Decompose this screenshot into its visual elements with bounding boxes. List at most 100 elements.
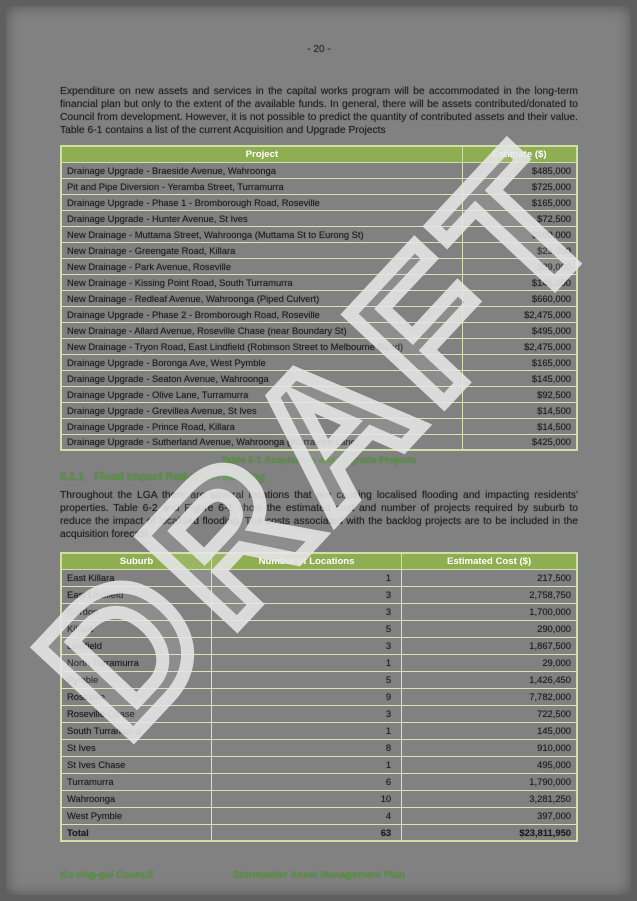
table-row: Roseville 9 7,782,000 bbox=[60, 687, 578, 706]
table-row: Drainage Upgrade - Prince Road, Killara $… bbox=[60, 417, 578, 435]
total-locations-cell: 63 bbox=[210, 823, 403, 842]
project-cell: Drainage Upgrade - Phase 2 - Bromborough… bbox=[60, 305, 463, 323]
table-row: New Drainage - Allard Avenue, Roseville … bbox=[60, 321, 578, 339]
locations-cell: 1 bbox=[210, 568, 403, 587]
suburb-cell: West Pymble bbox=[60, 806, 212, 825]
estimate-cell: $660,000 bbox=[461, 289, 578, 307]
project-cell: Drainage Upgrade - Braeside Avenue, Wahr… bbox=[60, 161, 463, 179]
estimate-cell: $495,000 bbox=[461, 321, 578, 339]
locations-cell: 3 bbox=[210, 585, 403, 604]
suburb-cell: Roseville bbox=[60, 687, 212, 706]
column-header-locations: Number of Locations bbox=[210, 552, 403, 570]
estimate-cell: $14,500 bbox=[461, 417, 578, 435]
locations-cell: 9 bbox=[210, 687, 403, 706]
backlog-by-suburb-table: Suburb Number of Locations Estimated Cos… bbox=[60, 552, 578, 842]
suburb-cell: Roseville Chase bbox=[60, 704, 212, 723]
suburb-cell: South Turramurra bbox=[60, 721, 212, 740]
estimate-cell: $23,000 bbox=[461, 241, 578, 259]
table-row: Lindfield 3 1,867,500 bbox=[60, 636, 578, 655]
table-row: Drainage Upgrade - Phase 1 - Bromborough… bbox=[60, 193, 578, 211]
project-cell: New Drainage - Redleaf Avenue, Wahroonga… bbox=[60, 289, 463, 307]
table-row: Drainage Upgrade - Seaton Avenue, Wahroo… bbox=[60, 369, 578, 387]
page-number: - 20 - bbox=[307, 44, 331, 55]
locations-cell: 5 bbox=[210, 670, 403, 689]
estimate-cell: $92,500 bbox=[461, 385, 578, 403]
total-cost-cell: $23,811,950 bbox=[401, 823, 578, 842]
table-row: West Pymble 4 397,000 bbox=[60, 806, 578, 825]
column-header-project: Project bbox=[60, 145, 463, 163]
suburb-cell: East Killara bbox=[60, 568, 212, 587]
project-cell: New Drainage - Tryon Road, East Lindfiel… bbox=[60, 337, 463, 355]
estimate-cell: $165,000 bbox=[461, 193, 578, 211]
cost-cell: 290,000 bbox=[401, 619, 578, 638]
project-cell: Drainage Upgrade - Sutherland Avenue, Wa… bbox=[60, 433, 463, 451]
table-row: Drainage Upgrade - Hunter Avenue, St Ive… bbox=[60, 209, 578, 227]
table-row: Drainage Upgrade - Boronga Ave, West Pym… bbox=[60, 353, 578, 371]
section-title: Flood Impact Reduction Backlog bbox=[94, 471, 266, 483]
table-header-row: Suburb Number of Locations Estimated Cos… bbox=[60, 552, 578, 570]
suburb-cell: Killara bbox=[60, 619, 212, 638]
cost-cell: 145,000 bbox=[401, 721, 578, 740]
cost-cell: 2,758,750 bbox=[401, 585, 578, 604]
suburb-cell: Pymble bbox=[60, 670, 212, 689]
section-heading: 6.1.1 Flood Impact Reduction Backlog bbox=[60, 471, 578, 483]
suburb-cell: Gordon bbox=[60, 602, 212, 621]
table-row: Wahroonga 10 3,281,250 bbox=[60, 789, 578, 808]
table-row: St Ives 8 910,000 bbox=[60, 738, 578, 757]
estimate-cell: $2,475,000 bbox=[461, 305, 578, 323]
estimate-cell: $145,000 bbox=[461, 369, 578, 387]
locations-cell: 4 bbox=[210, 806, 403, 825]
table-row: Killara 5 290,000 bbox=[60, 619, 578, 638]
estimate-cell: $425,000 bbox=[461, 433, 578, 451]
locations-cell: 3 bbox=[210, 602, 403, 621]
locations-cell: 3 bbox=[210, 704, 403, 723]
locations-cell: 6 bbox=[210, 772, 403, 791]
table-row: New Drainage - Park Avenue, Roseville $29… bbox=[60, 257, 578, 275]
intro-paragraph: Expenditure on new assets and services i… bbox=[60, 86, 578, 136]
suburb-cell: Turramurra bbox=[60, 772, 212, 791]
section-number: 6.1.1 bbox=[60, 471, 85, 483]
project-cell: New Drainage - Muttama Street, Wahroonga… bbox=[60, 225, 463, 243]
table-row: Drainage Upgrade - Olive Lane, Turramurr… bbox=[60, 385, 578, 403]
footer-document-title: Stormwater Asset Management Plan bbox=[232, 870, 406, 881]
table-row: Total 63 $23,811,950 bbox=[60, 823, 578, 842]
locations-cell: 10 bbox=[210, 789, 403, 808]
suburb-cell: St Ives bbox=[60, 738, 212, 757]
table-row: East Lindfield 3 2,758,750 bbox=[60, 585, 578, 604]
project-cell: Pit and Pipe Diversion - Yeramba Street,… bbox=[60, 177, 463, 195]
column-header-suburb: Suburb bbox=[60, 552, 212, 570]
document-page: - 20 - Expenditure on new assets and ser… bbox=[6, 6, 631, 895]
estimate-cell: $660,000 bbox=[461, 225, 578, 243]
estimate-cell: $72,500 bbox=[461, 209, 578, 227]
table-row: Turramurra 6 1,790,000 bbox=[60, 772, 578, 791]
acquisition-table-body: Drainage Upgrade - Braeside Avenue, Wahr… bbox=[60, 161, 578, 451]
cost-cell: 397,000 bbox=[401, 806, 578, 825]
table-row: Drainage Upgrade - Grevillea Avenue, St … bbox=[60, 401, 578, 419]
estimate-cell: $165,000 bbox=[461, 353, 578, 371]
project-cell: New Drainage - Kissing Point Road, South… bbox=[60, 273, 463, 291]
estimate-cell: $725,000 bbox=[461, 177, 578, 195]
table-row: New Drainage - Kissing Point Road, South… bbox=[60, 273, 578, 291]
table-6-1-caption: Table 6-1 Acquisition and Upgrade Projec… bbox=[221, 455, 417, 466]
locations-cell: 1 bbox=[210, 755, 403, 774]
suburb-cell: North Turramurra bbox=[60, 653, 212, 672]
project-cell: Drainage Upgrade - Hunter Avenue, St Ive… bbox=[60, 209, 463, 227]
locations-cell: 3 bbox=[210, 636, 403, 655]
project-cell: Drainage Upgrade - Seaton Avenue, Wahroo… bbox=[60, 369, 463, 387]
table-row: New Drainage - Redleaf Avenue, Wahroonga… bbox=[60, 289, 578, 307]
total-label-cell: Total bbox=[60, 823, 212, 842]
estimate-cell: $14,500 bbox=[461, 401, 578, 419]
cost-cell: 29,000 bbox=[401, 653, 578, 672]
project-cell: New Drainage - Greengate Road, Killara bbox=[60, 241, 463, 259]
suburb-cell: Lindfield bbox=[60, 636, 212, 655]
column-header-cost: Estimated Cost ($) bbox=[401, 552, 578, 570]
cost-cell: 722,500 bbox=[401, 704, 578, 723]
project-cell: Drainage Upgrade - Phase 1 - Bromborough… bbox=[60, 193, 463, 211]
locations-cell: 8 bbox=[210, 738, 403, 757]
project-cell: Drainage Upgrade - Prince Road, Killara bbox=[60, 417, 463, 435]
cost-cell: 1,426,450 bbox=[401, 670, 578, 689]
table-row: South Turramurra 1 145,000 bbox=[60, 721, 578, 740]
locations-cell: 5 bbox=[210, 619, 403, 638]
table-row: St Ives Chase 1 495,000 bbox=[60, 755, 578, 774]
table-row: Drainage Upgrade - Phase 2 - Bromborough… bbox=[60, 305, 578, 323]
